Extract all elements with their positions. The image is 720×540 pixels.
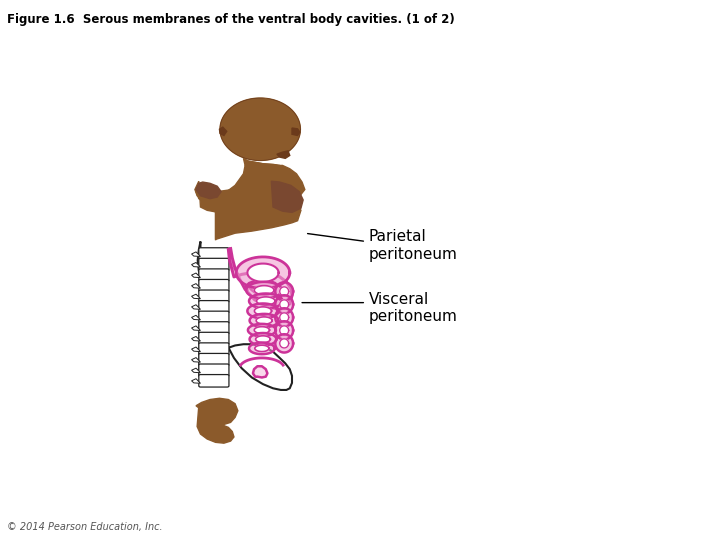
Polygon shape	[248, 264, 279, 282]
Polygon shape	[196, 399, 238, 424]
Polygon shape	[256, 297, 275, 305]
Polygon shape	[192, 273, 200, 278]
Polygon shape	[196, 183, 301, 239]
Polygon shape	[275, 282, 293, 301]
Polygon shape	[245, 280, 277, 295]
Polygon shape	[192, 284, 200, 288]
FancyBboxPatch shape	[199, 290, 229, 302]
Polygon shape	[228, 250, 291, 311]
Polygon shape	[192, 357, 200, 362]
FancyBboxPatch shape	[199, 301, 229, 313]
Polygon shape	[249, 342, 275, 354]
Polygon shape	[280, 326, 289, 335]
Text: Figure 1.6  Serous membranes of the ventral body cavities. (1 of 2): Figure 1.6 Serous membranes of the ventr…	[7, 14, 455, 26]
FancyBboxPatch shape	[199, 343, 229, 355]
Polygon shape	[192, 379, 200, 383]
Polygon shape	[236, 257, 289, 288]
Polygon shape	[255, 345, 269, 352]
Polygon shape	[254, 307, 271, 315]
Polygon shape	[243, 158, 280, 170]
FancyBboxPatch shape	[199, 332, 229, 345]
Polygon shape	[280, 313, 289, 322]
Polygon shape	[275, 295, 293, 314]
FancyBboxPatch shape	[199, 311, 229, 323]
Polygon shape	[253, 366, 267, 377]
Polygon shape	[249, 294, 282, 308]
Polygon shape	[196, 182, 221, 199]
FancyBboxPatch shape	[199, 280, 229, 292]
FancyBboxPatch shape	[199, 375, 229, 387]
Polygon shape	[280, 339, 289, 348]
Polygon shape	[192, 315, 200, 320]
Polygon shape	[271, 181, 303, 212]
Polygon shape	[195, 161, 305, 240]
Text: Visceral
peritoneum: Visceral peritoneum	[369, 292, 458, 324]
FancyBboxPatch shape	[199, 258, 229, 271]
Polygon shape	[192, 252, 200, 256]
Polygon shape	[248, 324, 276, 336]
Polygon shape	[280, 300, 289, 309]
Polygon shape	[275, 334, 293, 353]
Polygon shape	[192, 368, 200, 373]
Polygon shape	[292, 128, 300, 136]
Polygon shape	[280, 287, 289, 296]
Text: © 2014 Pearson Education, Inc.: © 2014 Pearson Education, Inc.	[7, 522, 163, 532]
Polygon shape	[192, 305, 200, 309]
Polygon shape	[197, 406, 234, 443]
FancyBboxPatch shape	[199, 269, 229, 281]
Polygon shape	[275, 308, 293, 327]
Polygon shape	[192, 262, 200, 267]
Polygon shape	[260, 99, 297, 150]
Polygon shape	[250, 333, 276, 346]
Polygon shape	[277, 151, 289, 158]
Polygon shape	[192, 347, 200, 352]
Polygon shape	[275, 321, 293, 340]
Polygon shape	[256, 336, 270, 343]
FancyBboxPatch shape	[199, 322, 229, 334]
Polygon shape	[198, 241, 292, 390]
Polygon shape	[220, 98, 300, 160]
Polygon shape	[256, 317, 272, 324]
Polygon shape	[254, 286, 274, 295]
Polygon shape	[228, 248, 292, 309]
Polygon shape	[248, 303, 279, 319]
Text: Parietal
peritoneum: Parietal peritoneum	[369, 230, 458, 262]
Polygon shape	[246, 282, 282, 299]
Polygon shape	[220, 127, 227, 136]
Polygon shape	[192, 336, 200, 341]
Polygon shape	[192, 326, 200, 330]
Polygon shape	[254, 327, 269, 334]
FancyBboxPatch shape	[199, 248, 229, 260]
Polygon shape	[192, 294, 200, 299]
Polygon shape	[250, 314, 279, 327]
FancyBboxPatch shape	[199, 354, 229, 366]
FancyBboxPatch shape	[199, 364, 229, 376]
